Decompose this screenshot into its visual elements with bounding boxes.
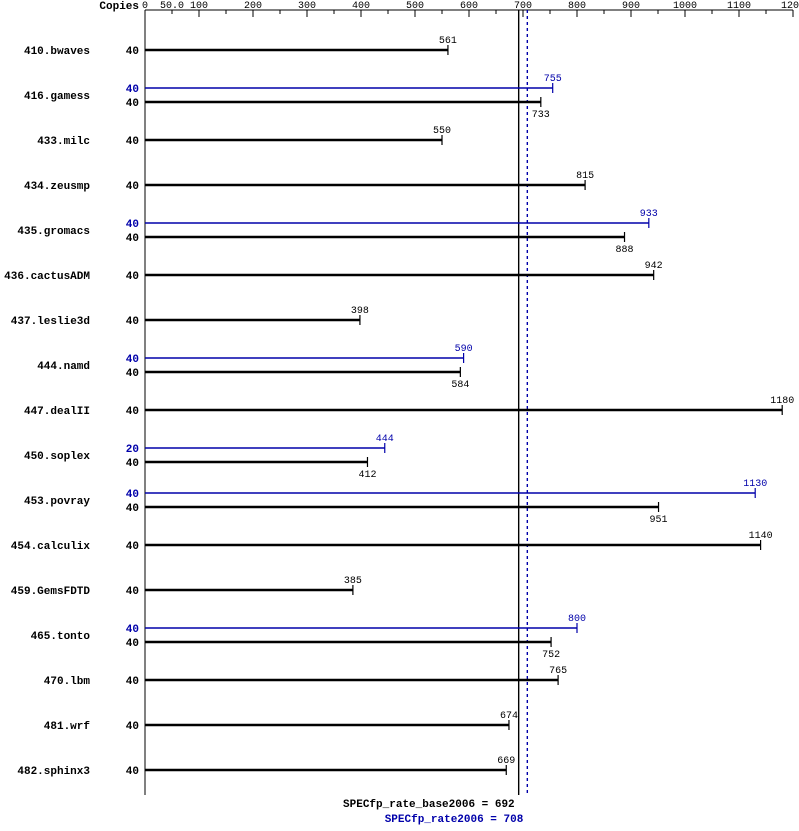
copies-label: 40 bbox=[126, 46, 139, 58]
bar-value-label: 550 bbox=[433, 126, 451, 137]
benchmark-name: 481.wrf bbox=[44, 721, 91, 733]
bar-value-label: 398 bbox=[351, 306, 369, 317]
copies-label: 40 bbox=[126, 98, 139, 110]
bar-value-label: 765 bbox=[549, 666, 567, 677]
bar-value-label: 584 bbox=[451, 380, 469, 391]
copies-label: 40 bbox=[126, 406, 139, 418]
copies-label: 40 bbox=[126, 721, 139, 733]
copies-label: 40 bbox=[126, 676, 139, 688]
tick-label: 700 bbox=[514, 1, 532, 12]
benchmark-name: 459.GemsFDTD bbox=[11, 586, 91, 598]
bar-value-label: 385 bbox=[344, 576, 362, 587]
copies-label: 40 bbox=[126, 136, 139, 148]
copies-label: 40 bbox=[126, 181, 139, 193]
bar-value-label: 444 bbox=[376, 434, 394, 445]
bar-value-label: 800 bbox=[568, 614, 586, 625]
copies-label: 40 bbox=[126, 271, 139, 283]
benchmark-name: 434.zeusmp bbox=[24, 181, 90, 193]
copies-label: 40 bbox=[126, 489, 139, 501]
benchmark-name: 482.sphinx3 bbox=[17, 766, 90, 778]
copies-label: 40 bbox=[126, 458, 139, 470]
tick-label: 900 bbox=[622, 1, 640, 12]
bar-value-label: 412 bbox=[358, 470, 376, 481]
benchmark-name: 437.leslie3d bbox=[11, 316, 90, 328]
bar-value-label: 590 bbox=[455, 344, 473, 355]
copies-label: 40 bbox=[126, 541, 139, 553]
tick-label: 600 bbox=[460, 1, 478, 12]
copies-label: 40 bbox=[126, 766, 139, 778]
bar-value-label: 888 bbox=[616, 245, 634, 256]
bar-value-label: 951 bbox=[650, 515, 668, 526]
copies-label: 40 bbox=[126, 503, 139, 515]
copies-label: 40 bbox=[126, 638, 139, 650]
benchmark-name: 453.povray bbox=[24, 496, 90, 508]
benchmark-name: 436.cactusADM bbox=[4, 271, 90, 283]
copies-label: 40 bbox=[126, 84, 139, 96]
tick-label: 300 bbox=[298, 1, 316, 12]
copies-label: 40 bbox=[126, 219, 139, 231]
bar-value-label: 669 bbox=[497, 756, 515, 767]
ref-line-label: SPECfp_rate2006 = 708 bbox=[385, 814, 524, 826]
ref-line-label: SPECfp_rate_base2006 = 692 bbox=[343, 799, 515, 811]
benchmark-name: 444.namd bbox=[37, 361, 90, 373]
tick-label: 800 bbox=[568, 1, 586, 12]
bar-value-label: 815 bbox=[576, 171, 594, 182]
tick-label: 400 bbox=[352, 1, 370, 12]
spec-fp-rate-chart: Copies0 100 200 300 400 500 600 700 800 900 1000 11… bbox=[0, 0, 799, 831]
bar-value-label: 755 bbox=[544, 74, 562, 85]
tick-label: 1000 bbox=[673, 1, 697, 12]
bar-value-label: 933 bbox=[640, 209, 658, 220]
copies-label: 20 bbox=[126, 444, 139, 456]
bar-value-label: 1140 bbox=[749, 531, 773, 542]
copies-label: 40 bbox=[126, 316, 139, 328]
tick-label: 1200 bbox=[781, 1, 799, 12]
tick-label: 200 bbox=[244, 1, 262, 12]
benchmark-name: 465.tonto bbox=[31, 631, 91, 643]
benchmark-name: 454.calculix bbox=[11, 541, 91, 553]
tick-label: 1100 bbox=[727, 1, 751, 12]
bar-value-label: 733 bbox=[532, 110, 550, 121]
copies-label: 40 bbox=[126, 586, 139, 598]
bar-value-label: 561 bbox=[439, 36, 457, 47]
benchmark-name: 447.dealII bbox=[24, 406, 90, 418]
tick-label: 0 bbox=[142, 1, 148, 12]
benchmark-name: 410.bwaves bbox=[24, 46, 90, 58]
bar-value-label: 752 bbox=[542, 650, 560, 661]
benchmark-name: 416.gamess bbox=[24, 91, 90, 103]
benchmark-name: 470.lbm bbox=[44, 676, 91, 688]
benchmark-name: 450.soplex bbox=[24, 451, 90, 463]
copies-label: 40 bbox=[126, 354, 139, 366]
bar-value-label: 674 bbox=[500, 711, 518, 722]
axis-header-copies: Copies bbox=[99, 1, 139, 13]
bar-value-label: 1130 bbox=[743, 479, 767, 490]
copies-label: 40 bbox=[126, 233, 139, 245]
bar-value-label: 1180 bbox=[770, 396, 794, 407]
benchmark-name: 433.milc bbox=[37, 136, 90, 148]
tick-label: 500 bbox=[406, 1, 424, 12]
chart-background bbox=[0, 0, 799, 831]
tick-label: 100 bbox=[190, 1, 208, 12]
copies-label: 40 bbox=[126, 624, 139, 636]
bar-value-label: 942 bbox=[645, 261, 663, 272]
copies-label: 40 bbox=[126, 368, 139, 380]
benchmark-name: 435.gromacs bbox=[17, 226, 90, 238]
